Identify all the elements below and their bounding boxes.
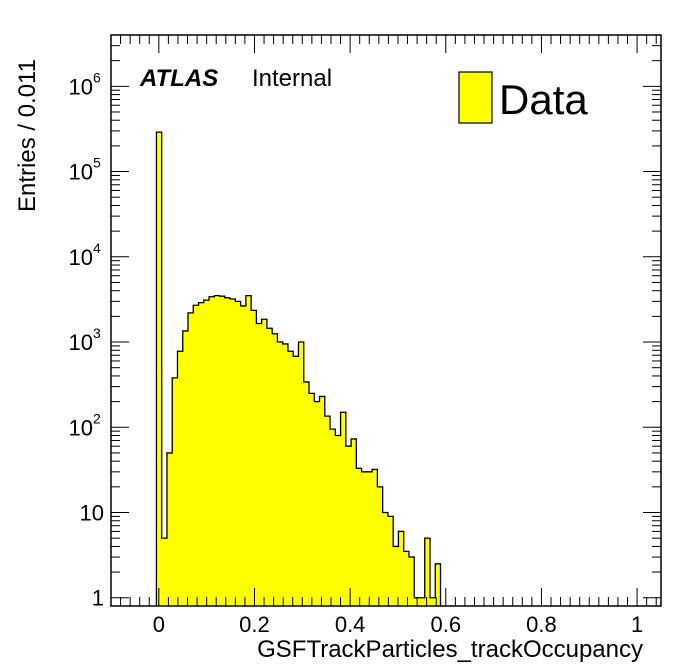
histogram-bar (240, 305, 247, 606)
histogram-bar (430, 597, 436, 606)
histogram-bar (172, 377, 178, 606)
histogram-bar (424, 538, 431, 606)
x-tick-label: 0 (153, 612, 165, 637)
histogram-bar (324, 416, 331, 606)
histogram-bar (356, 468, 363, 606)
atlas-label: ATLAS (139, 65, 218, 92)
histogram-bar (303, 381, 310, 606)
histogram-bar (398, 531, 405, 606)
x-tick-label: 1 (631, 612, 643, 637)
histogram-bar (366, 471, 373, 606)
y-tick-label: 10 (69, 245, 93, 270)
histogram-bar (377, 486, 384, 606)
histogram-bar (193, 305, 199, 606)
histogram-bar (345, 446, 352, 606)
histogram-bar (177, 351, 184, 606)
x-tick-label: 0.6 (430, 612, 461, 637)
internal-label: Internal (252, 65, 332, 92)
legend-swatch (458, 71, 493, 124)
histogram-bar (261, 319, 268, 606)
y-tick-label: 10 (69, 160, 93, 185)
y-tick-exponent: 6 (93, 69, 101, 85)
histogram-bar (188, 312, 194, 606)
histogram-bar (403, 551, 410, 606)
histogram-bar (340, 412, 347, 606)
histogram-bar (298, 342, 305, 606)
histogram-bar (245, 295, 252, 606)
histogram-bar (209, 296, 215, 606)
histogram-bar (382, 512, 389, 606)
y-tick-label: 1 (92, 586, 104, 611)
y-tick-exponent: 3 (93, 325, 101, 341)
x-tick-label: 0.4 (335, 612, 366, 637)
histogram-bar (219, 296, 226, 606)
y-tick-exponent: 5 (93, 155, 101, 171)
x-axis-title: GSFTrackParticles_trackOccupancy (257, 636, 643, 663)
histogram-bar (198, 302, 205, 606)
histogram-outline (155, 131, 442, 606)
histogram-bar (293, 356, 299, 606)
plot-frame (110, 34, 662, 607)
histogram-bar (372, 469, 378, 606)
histogram-bar (408, 557, 415, 606)
histogram-bar (224, 297, 231, 606)
histogram-bar (156, 132, 163, 606)
x-tick-label: 0.8 (526, 612, 557, 637)
histogram-bar (435, 563, 441, 606)
histogram-bar (230, 298, 236, 606)
histogram-bar (314, 401, 320, 606)
histogram-bar (235, 301, 242, 606)
y-tick-label: 10 (69, 415, 93, 440)
histogram-bar (214, 295, 220, 606)
histogram-bar (277, 342, 284, 606)
histogram-bar (287, 351, 294, 606)
histogram-bar (387, 516, 394, 606)
histogram-bar (166, 452, 173, 606)
histogram-bar (351, 438, 357, 606)
histogram-bar (251, 310, 257, 606)
x-axis-ticks: 0 0.2 0.4 0.6 0.8 1 (120, 35, 657, 637)
histogram-bar (361, 471, 368, 606)
histogram-bar (393, 546, 399, 606)
legend-label: Data (499, 76, 588, 123)
histogram-bar (319, 396, 326, 606)
histogram-bar (335, 435, 341, 606)
histogram-bar (419, 597, 426, 606)
histogram-bar (330, 429, 336, 606)
histogram-bar (203, 300, 210, 606)
histogram-bar (161, 538, 168, 606)
y-tick-exponent: 2 (93, 410, 101, 426)
histogram-bar (266, 328, 273, 606)
histogram-bar (256, 323, 263, 606)
y-axis-title: Entries / 0.011 (14, 59, 41, 212)
histogram-bar (182, 330, 189, 606)
x-tick-label: 0.2 (239, 612, 270, 637)
y-tick-label: 10 (69, 330, 93, 355)
histogram-bars (155, 131, 442, 606)
y-tick-label: 10 (80, 501, 104, 526)
histogram-bar (309, 393, 315, 606)
y-tick-exponent: 4 (93, 240, 101, 256)
y-tick-label: 10 (69, 74, 93, 99)
histogram-bar (272, 333, 278, 606)
histogram-bar (282, 343, 289, 606)
